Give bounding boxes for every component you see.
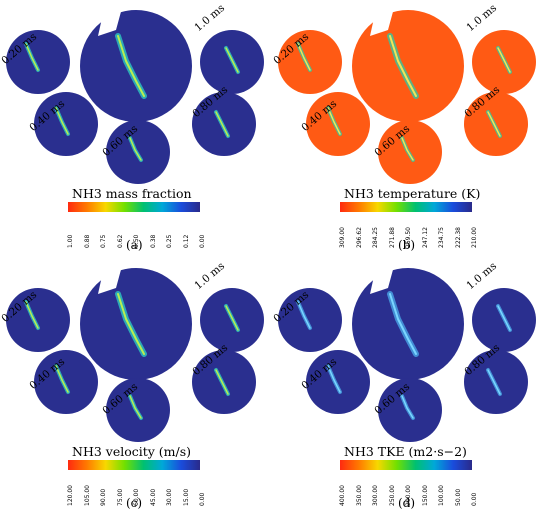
cross-section-disc: [34, 350, 98, 414]
panel-caption: (b): [398, 238, 416, 252]
cross-section-disc: [192, 350, 256, 414]
cross-section-disc: [472, 30, 536, 94]
colorbar-tick-label: 1.00: [67, 234, 74, 248]
colorbar-tick-label: 284.25: [372, 227, 379, 248]
colorbar-title: NH3 mass fraction: [72, 186, 192, 201]
large-cross-section-disc: [80, 266, 192, 380]
colorbar-tick-label: 105.00: [83, 485, 91, 506]
cross-section-disc: [464, 92, 528, 156]
large-cross-section-disc: [352, 266, 464, 380]
large-cross-section-disc: [80, 8, 192, 122]
colorbar-tick-label: 30.00: [166, 488, 173, 506]
cross-section-disc: [34, 92, 98, 156]
panel-plot-0: [6, 8, 264, 184]
cross-section-disc: [464, 350, 528, 414]
panel-plot-1: [278, 8, 536, 184]
colorbar-tick-label: 296.62: [355, 227, 363, 248]
colorbar-tick-label: 300.00: [372, 485, 379, 506]
colorbar-tick-label: 15.00: [182, 488, 190, 506]
cross-section-disc: [106, 378, 170, 442]
colorbar-tick-label: 0.75: [100, 234, 107, 248]
panel-caption: (c): [126, 496, 143, 510]
cross-section-disc: [106, 120, 170, 184]
panel-plot-2: [6, 266, 264, 442]
colorbar-tick-label: 222.38: [454, 227, 462, 248]
colorbar-tick-label: 45.00: [149, 488, 157, 506]
cross-section-disc: [378, 378, 442, 442]
cross-section-disc: [378, 120, 442, 184]
colorbar-tick-label: 0.62: [116, 234, 124, 248]
cross-section-disc: [200, 30, 264, 94]
cross-section-disc: [6, 30, 70, 94]
colorbar-title: NH3 velocity (m/s): [72, 444, 192, 459]
colorbar-title: NH3 temperature (K): [344, 186, 481, 201]
panel-plot-3: [278, 266, 536, 442]
colorbar-tick-label: 271.88: [388, 227, 396, 248]
cross-section-disc: [278, 30, 342, 94]
colorbar-tick-label: 0.38: [149, 234, 157, 248]
colorbar-tick-label: 75.00: [116, 488, 124, 506]
colorbar-tick-label: 210.00: [471, 227, 478, 248]
cross-section-disc: [306, 92, 370, 156]
colorbar-tick-label: 0.00: [199, 234, 206, 248]
colorbar-tick-label: 309.00: [339, 227, 346, 248]
cross-section-disc: [6, 288, 70, 352]
colorbar-tick-label: 0.25: [166, 234, 173, 248]
cross-section-disc: [200, 288, 264, 352]
colorbar-title: NH3 TKE (m2·s−2): [344, 444, 467, 459]
colorbar: [68, 202, 200, 212]
colorbar-tick-label: 247.12: [421, 227, 429, 248]
colorbar: [340, 460, 472, 470]
colorbar-tick-label: 0.00: [471, 492, 478, 506]
cross-section-disc: [278, 288, 342, 352]
colorbar-tick-label: 400.00: [339, 485, 346, 506]
cross-section-disc: [472, 288, 536, 352]
colorbar-tick-label: 50.00: [454, 488, 462, 506]
colorbar-tick-label: 90.00: [100, 488, 107, 506]
cross-section-disc: [192, 92, 256, 156]
panel-caption: (d): [398, 496, 416, 510]
colorbar-tick-label: 0.12: [182, 234, 190, 248]
large-cross-section-disc: [352, 8, 464, 122]
colorbar-tick-label: 0.00: [199, 492, 206, 506]
colorbar-tick-label: 100.00: [438, 485, 445, 506]
colorbar-tick-label: 234.75: [438, 227, 445, 248]
cross-section-disc: [306, 350, 370, 414]
colorbar-tick-label: 350.00: [355, 485, 363, 506]
colorbar-tick-label: 250.00: [388, 485, 396, 506]
panel-caption: (a): [126, 238, 143, 252]
colorbar-tick-label: 150.00: [421, 485, 429, 506]
colorbar: [340, 202, 472, 212]
colorbar-tick-label: 0.88: [83, 234, 91, 248]
colorbar-tick-label: 120.00: [67, 485, 74, 506]
colorbar: [68, 460, 200, 470]
